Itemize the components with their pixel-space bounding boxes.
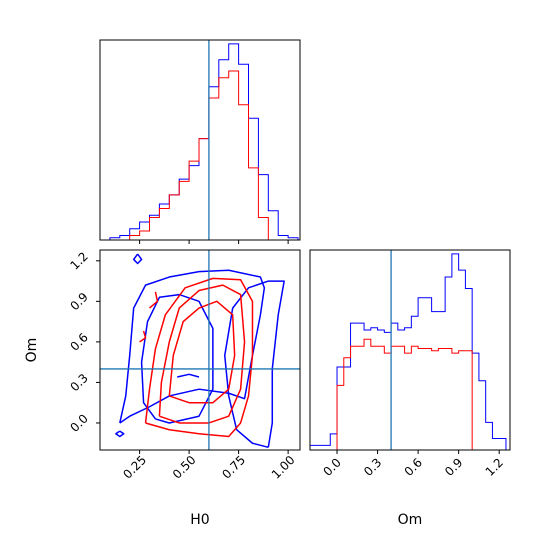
om-axis-tick-label: 0.3 — [67, 371, 90, 394]
om-hist-axis-tick-label: 1.2 — [483, 455, 506, 478]
om-histogram-panel: 0.0 0.3 0.6 0.9 1.2 Om — [309, 249, 511, 528]
om-hist-axis-tick-label: 0.9 — [442, 455, 465, 478]
h0-axis-label: H0 — [190, 512, 209, 528]
om-hist-axis-tick-label: 0.6 — [402, 455, 425, 478]
om-axis-label: Om — [24, 338, 40, 363]
h0-axis-tick-label: 0.50 — [170, 453, 199, 482]
om-histogram-frame — [309, 249, 511, 451]
red-contour-line — [149, 291, 159, 309]
blue-contour-line — [115, 430, 125, 438]
om-axis-tick-label: 0.0 — [67, 411, 90, 434]
joint-frame — [99, 249, 301, 451]
red-contour-line — [168, 300, 236, 404]
red-om-histogram-series — [336, 338, 473, 450]
om-axis-tick-label: 0.6 — [67, 330, 90, 353]
joint-contours — [100, 250, 300, 450]
blue-h0-histogram-series — [109, 43, 299, 240]
red-contour-line — [139, 330, 147, 343]
om-axis-tick-label: 1.2 — [67, 249, 90, 272]
h0-axis-tick-label: 1.00 — [269, 453, 298, 482]
om-hist-axis-label: Om — [398, 512, 423, 528]
blue-contour-line — [177, 373, 200, 378]
om-hist-axis-tick-label: 0.0 — [320, 455, 343, 478]
om-axis-tick-label: 0.9 — [67, 290, 90, 313]
joint-contour-panel: 0.25 0.50 0.75 1.00 0.0 0.3 0.6 0.9 1.2 H0 Om — [24, 249, 301, 528]
h0-histogram-frame — [99, 39, 301, 241]
h0-axis-tick-label: 0.75 — [219, 453, 248, 482]
blue-contour-line — [119, 269, 266, 424]
red-h0-histogram-series — [129, 70, 269, 240]
om-hist-axis-tick-label: 0.3 — [361, 455, 384, 478]
h0-histogram-panel — [99, 39, 301, 244]
h0-axis-tick-label: 0.25 — [120, 453, 149, 482]
blue-om-histogram-series — [309, 253, 507, 450]
blue-contour-line — [132, 253, 143, 265]
